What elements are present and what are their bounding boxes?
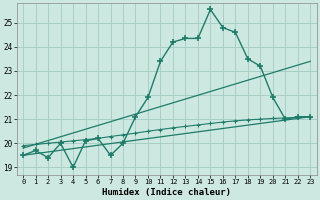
X-axis label: Humidex (Indice chaleur): Humidex (Indice chaleur): [102, 188, 231, 197]
